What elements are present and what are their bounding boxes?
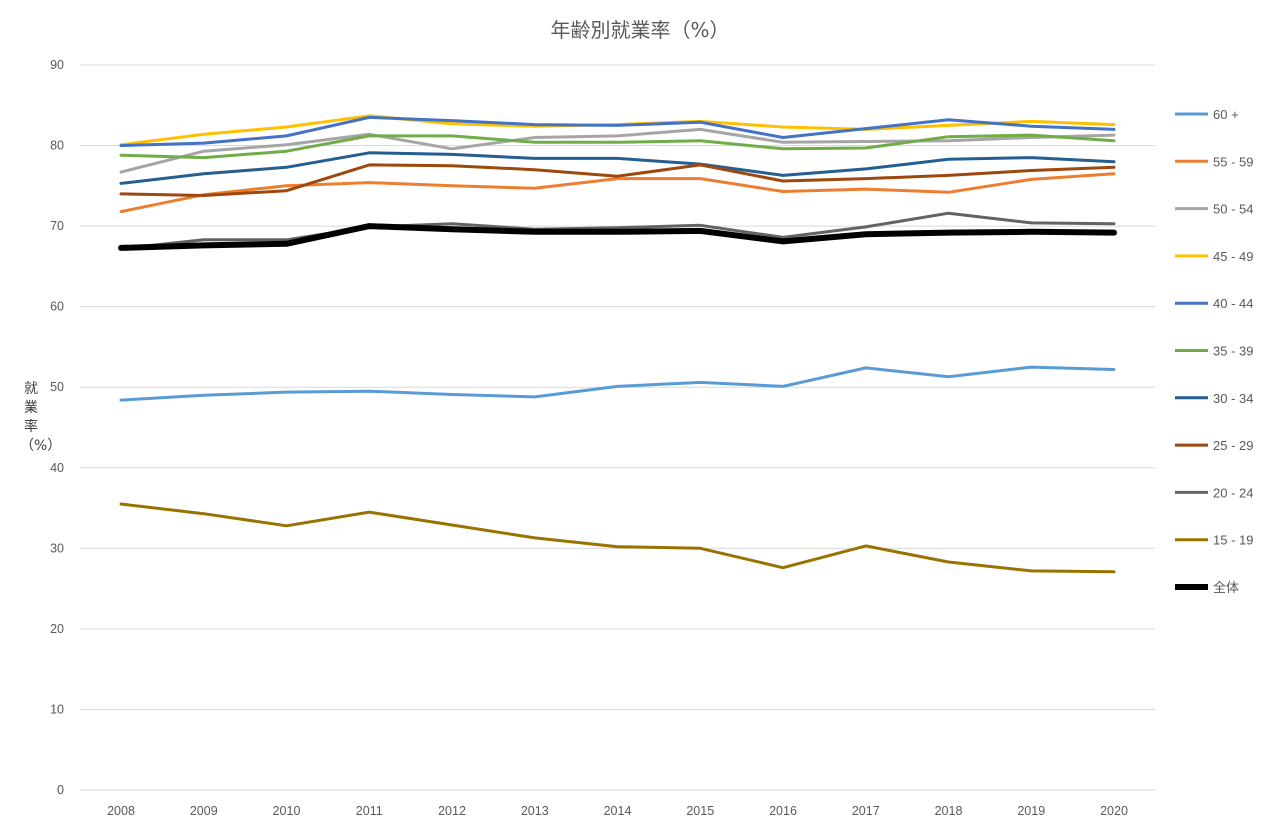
x-tick-label: 2010	[273, 804, 301, 818]
legend-label: 20 - 24	[1213, 485, 1253, 500]
y-tick-label: 20	[50, 622, 64, 636]
x-tick-label: 2016	[769, 804, 797, 818]
y-tick-label: 70	[50, 219, 64, 233]
x-tick-label: 2019	[1017, 804, 1045, 818]
series-line	[119, 133, 1116, 160]
legend-label: 25 - 29	[1213, 438, 1253, 453]
x-tick-label: 2008	[107, 804, 135, 818]
series-line	[119, 172, 1116, 214]
x-axis-ticks: 2008 2009 2010 2011 2012 2013 2014 2015 2016 2017…	[107, 804, 1128, 818]
series-line	[119, 365, 1116, 402]
y-tick-label: 90	[50, 58, 64, 72]
legend: 60 + 55 - 59 50 - 54 45 - 49 40 - 44 35 - 39 3…	[1175, 107, 1253, 595]
legend-label: 全体	[1213, 580, 1239, 595]
gridlines	[80, 64, 1155, 791]
series-line	[119, 163, 1116, 197]
series-line	[119, 127, 1116, 174]
chart-title: 年齢別就業率（%）	[550, 18, 730, 42]
y-tick-label: 50	[50, 380, 64, 394]
series-line	[118, 223, 1117, 251]
legend-label: 60 +	[1213, 107, 1239, 122]
legend-label: 55 - 59	[1213, 154, 1253, 169]
x-tick-label: 2015	[686, 804, 714, 818]
legend-label: 50 - 54	[1213, 202, 1253, 217]
series-line	[119, 115, 1116, 148]
x-tick-label: 2009	[190, 804, 218, 818]
x-tick-label: 2011	[356, 804, 383, 818]
legend-label: 15 - 19	[1213, 533, 1253, 548]
x-tick-label: 2020	[1100, 804, 1128, 818]
series-line	[119, 502, 1116, 574]
series-line	[119, 151, 1116, 185]
series-lines	[118, 114, 1117, 574]
x-tick-label: 2018	[935, 804, 963, 818]
y-tick-label: 0	[57, 783, 64, 797]
legend-label: 45 - 49	[1213, 249, 1253, 264]
legend-label: 40 - 44	[1213, 296, 1253, 311]
y-tick-label: 40	[50, 461, 64, 475]
legend-label: 35 - 39	[1213, 344, 1253, 359]
y-axis-ticks: 0 10 20 30 40 50 60 70 80 90	[50, 58, 64, 797]
x-tick-label: 2012	[438, 804, 466, 818]
y-tick-label: 10	[50, 702, 64, 716]
series-line	[119, 211, 1116, 251]
y-tick-label: 30	[50, 541, 64, 555]
x-tick-label: 2017	[852, 804, 880, 818]
x-tick-label: 2014	[604, 804, 632, 818]
x-tick-label: 2013	[521, 804, 549, 818]
y-tick-label: 80	[50, 139, 64, 153]
legend-label: 30 - 34	[1213, 391, 1253, 406]
y-tick-label: 60	[50, 300, 64, 314]
